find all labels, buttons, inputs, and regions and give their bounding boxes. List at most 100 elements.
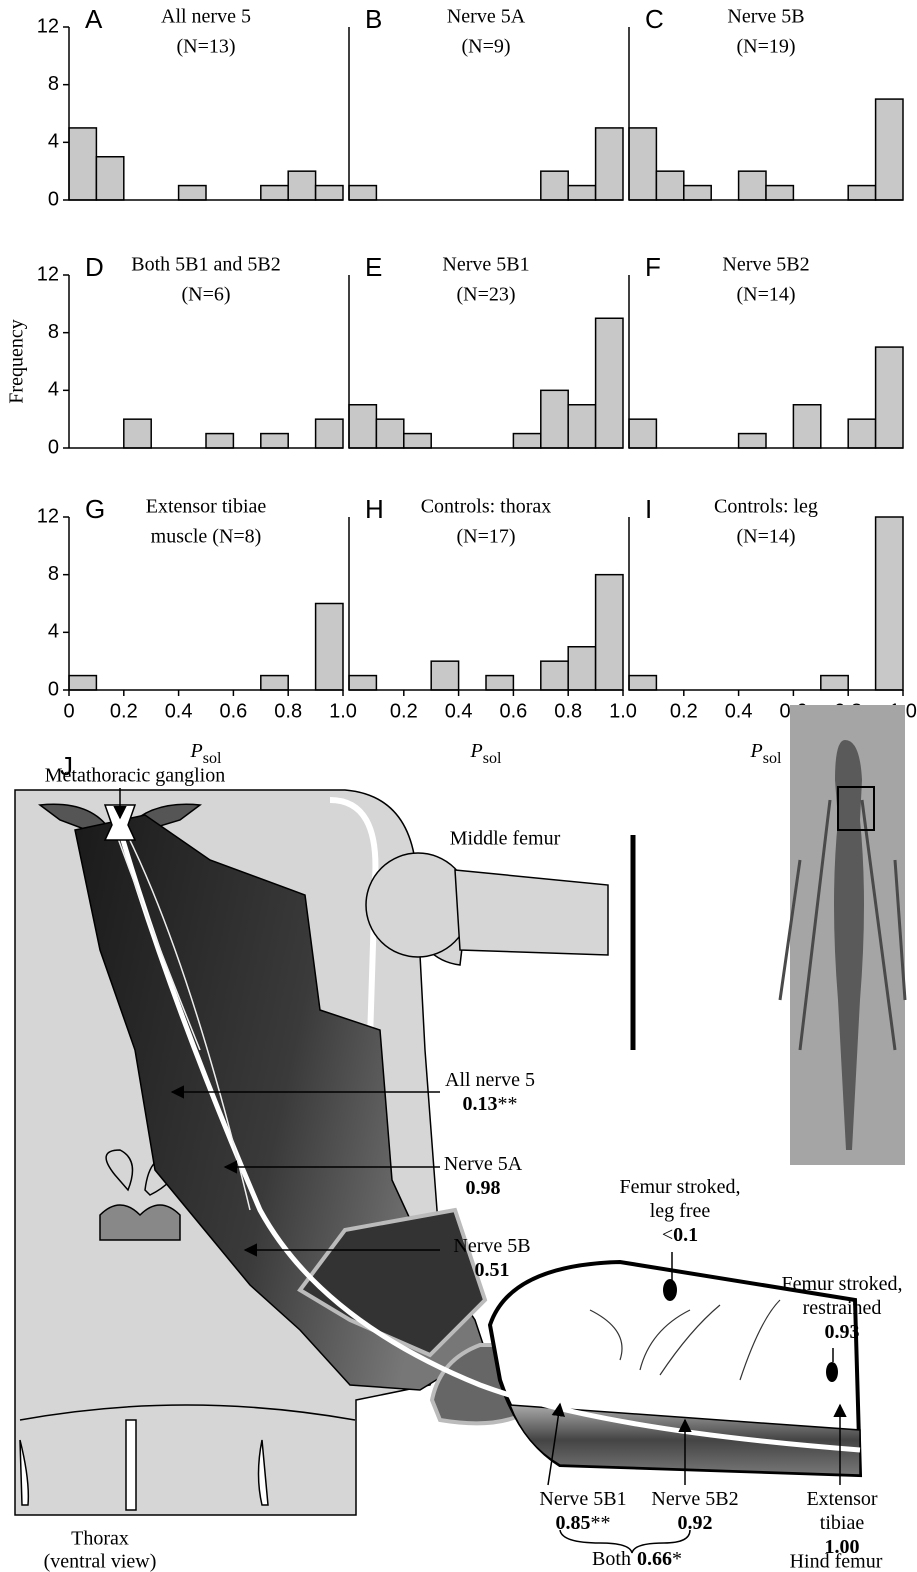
hind-femur-label: Hind femur [790,1551,883,1572]
annotation-text: Nerve 5B [453,1235,530,1257]
y-tick-label: 4 [48,621,59,643]
annotation-text: restrained [803,1297,882,1319]
histogram-panel: 0 4 8 12 A All nerve 5 (N=13) [37,4,344,210]
thorax-label: Thorax [71,1528,129,1550]
annotation-text: All nerve 5 [445,1069,535,1091]
panel-title: Both 5B1 and 5B2 [131,254,280,276]
bar [628,418,658,449]
y-tick-label: 4 [48,379,59,401]
panel-subtitle: (N=14) [736,284,795,306]
panel-title: All nerve 5 [161,6,251,28]
bar [874,98,904,201]
panel-title: Nerve 5A [447,6,526,28]
x-label-sub: sol [483,750,502,767]
bar [594,573,624,691]
stat-value: 0.92 [678,1512,713,1534]
panel-letter: F [645,252,661,282]
annotation-label: restrained [803,1297,882,1319]
x-axis-label: Psol [750,740,782,767]
bar [628,674,658,691]
bar [847,418,877,449]
x-label-sub: sol [763,750,782,767]
stat-value: 0.51 [475,1259,510,1281]
panel-title: Controls: leg [714,496,818,518]
stat-value: 0.93 [825,1321,860,1343]
panel-title: Controls: thorax [421,496,552,518]
bar [123,418,152,449]
histogram-panel: C Nerve 5B (N=19) [628,4,904,201]
panel-subtitle: (N=23) [456,284,515,306]
bar [594,127,624,201]
ganglion-label: Metathoracic ganglion [45,765,226,787]
x-label-main: P [190,740,203,762]
annotation-stat: <0.1 [662,1224,698,1246]
panel-letter: I [645,494,652,524]
panel-title: Extensor tibiae [146,496,267,518]
bar [485,674,515,691]
annotation-stat: 0.85** [556,1512,611,1534]
histograms: 0 4 8 12 A All nerve 5 (N=13) B Nerve 5A (N=9) C Ne… [6,4,917,767]
panel-title: Nerve 5B1 [442,254,529,276]
nerve-5 [117,829,861,1453]
annotation-stat: 0.93 [825,1321,860,1343]
annotation-label: Nerve 5B [453,1235,530,1257]
bar [567,184,597,201]
histogram-panel: 0.2 0.4 0.6 0.8 1.0 H Controls: thorax (N=17) Ps… [348,494,637,767]
annotation-label: Extensor [806,1488,877,1510]
finger [826,1362,838,1382]
thorax-fold [19,1404,356,1421]
panel-letter: G [85,494,105,524]
annotation-label: Femur stroked, [781,1273,902,1295]
coxa [297,1207,488,1358]
annotation-stat: 0.98 [466,1177,501,1199]
histogram-panel: 0 4 8 12 0 0.2 0.4 0.6 0.8 1.0 G Extensor tibiae mus… [37,494,357,767]
y-tick-label: 8 [48,321,59,343]
panel-subtitle: (N=14) [736,526,795,548]
annotation-stat: 0.51 [475,1259,510,1281]
panel-letter: J [60,751,73,781]
locust-body [834,740,864,1150]
anatomy-diagram: J Metathoracic ganglion Middle femur Tho… [14,705,907,1572]
bar [792,404,822,449]
histogram-panel: E Nerve 5B1 (N=23) [348,252,624,449]
panel-letter: A [85,4,103,34]
y-tick-label: 8 [48,73,59,95]
x-tick-label: 0.6 [219,700,247,722]
panel-title: Nerve 5B2 [722,254,809,276]
panel-subtitle: (N=13) [176,36,235,58]
x-tick-label: 0.8 [554,700,582,722]
panel-subtitle: muscle (N=8) [151,526,262,548]
x-tick-label: 0 [63,700,74,722]
bar [95,156,125,201]
stat-suffix: ** [498,1093,518,1115]
y-tick-label: 12 [37,263,59,285]
sternal-pit [99,1204,181,1241]
thorax-label: (ventral view) [44,1551,157,1572]
y-tick-label: 0 [48,436,59,458]
bar [403,432,432,449]
bar [68,127,98,201]
middle-femur-label: Middle femur [450,828,561,850]
x-label-main: P [750,740,763,762]
middle-femur [454,869,609,956]
panel-subtitle: (N=19) [736,36,795,58]
x-tick-label: 0.4 [165,700,193,722]
x-tick-label: 1.0 [609,700,637,722]
annotation-label: Nerve 5A [444,1153,523,1175]
x-tick-label: 0.8 [274,700,302,722]
bar [314,602,344,691]
annotation-label: Femur stroked, [619,1176,740,1198]
bar [820,674,849,691]
annotation-text: leg free [650,1200,711,1222]
bar [874,346,904,449]
bar [567,404,597,449]
panel-subtitle: (N=6) [181,284,230,306]
panel-letter: B [365,4,382,34]
femur-lines [589,1299,781,1381]
stat-suffix: ** [591,1512,611,1534]
finger [663,1279,677,1301]
arrow [547,1402,566,1486]
bar [314,184,344,201]
bar [260,184,289,201]
x-tick-label: 0.2 [390,700,418,722]
